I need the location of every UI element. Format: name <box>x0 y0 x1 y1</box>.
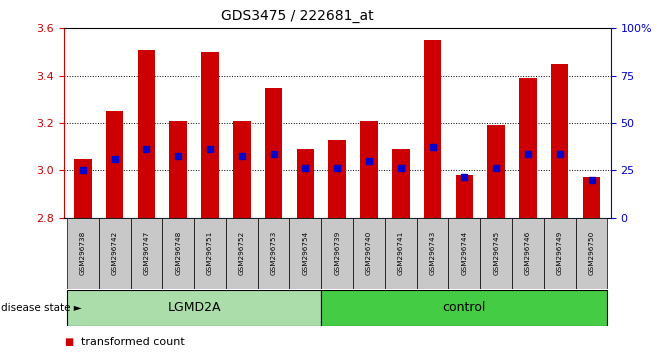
Bar <box>297 149 314 218</box>
Text: GSM296754: GSM296754 <box>303 231 309 275</box>
FancyBboxPatch shape <box>576 218 607 289</box>
FancyBboxPatch shape <box>321 290 607 326</box>
Bar <box>424 40 442 218</box>
Bar <box>328 139 346 218</box>
Text: GSM296742: GSM296742 <box>111 231 117 275</box>
Text: GSM296743: GSM296743 <box>429 231 435 275</box>
FancyBboxPatch shape <box>544 218 576 289</box>
Bar <box>170 121 187 218</box>
Text: GSM296745: GSM296745 <box>493 231 499 275</box>
Text: GSM296741: GSM296741 <box>398 231 404 275</box>
Bar <box>138 50 155 218</box>
FancyBboxPatch shape <box>99 218 131 289</box>
Bar <box>487 125 505 218</box>
Bar <box>519 78 537 218</box>
Text: transformed count: transformed count <box>81 337 185 347</box>
Text: GSM296749: GSM296749 <box>557 231 563 275</box>
Bar <box>392 149 409 218</box>
Bar <box>360 121 378 218</box>
Text: GSM296752: GSM296752 <box>239 231 245 275</box>
FancyBboxPatch shape <box>226 218 258 289</box>
Text: GSM296746: GSM296746 <box>525 231 531 275</box>
Text: GSM296750: GSM296750 <box>588 231 595 275</box>
Bar <box>233 121 250 218</box>
Text: GSM296748: GSM296748 <box>175 231 181 275</box>
Bar <box>201 52 219 218</box>
Text: disease state ►: disease state ► <box>1 303 82 313</box>
Bar <box>456 175 473 218</box>
Text: LGMD2A: LGMD2A <box>167 302 221 314</box>
FancyBboxPatch shape <box>131 218 162 289</box>
FancyBboxPatch shape <box>353 218 385 289</box>
Text: GDS3475 / 222681_at: GDS3475 / 222681_at <box>221 9 374 23</box>
FancyBboxPatch shape <box>289 218 321 289</box>
Text: ■: ■ <box>64 337 73 347</box>
FancyBboxPatch shape <box>448 218 480 289</box>
Bar <box>74 159 91 218</box>
Text: GSM296744: GSM296744 <box>462 231 468 275</box>
Text: GSM296740: GSM296740 <box>366 231 372 275</box>
FancyBboxPatch shape <box>321 218 353 289</box>
FancyBboxPatch shape <box>194 218 226 289</box>
Text: GSM296747: GSM296747 <box>144 231 150 275</box>
Bar <box>265 87 282 218</box>
Bar <box>583 177 601 218</box>
Text: GSM296753: GSM296753 <box>270 231 276 275</box>
FancyBboxPatch shape <box>385 218 417 289</box>
FancyBboxPatch shape <box>67 218 99 289</box>
Text: GSM296751: GSM296751 <box>207 231 213 275</box>
Text: control: control <box>443 302 486 314</box>
Text: GSM296739: GSM296739 <box>334 231 340 275</box>
Text: GSM296738: GSM296738 <box>80 231 86 275</box>
FancyBboxPatch shape <box>512 218 544 289</box>
FancyBboxPatch shape <box>258 218 289 289</box>
FancyBboxPatch shape <box>162 218 194 289</box>
FancyBboxPatch shape <box>480 218 512 289</box>
FancyBboxPatch shape <box>67 290 321 326</box>
FancyBboxPatch shape <box>417 218 448 289</box>
Bar <box>106 111 123 218</box>
Bar <box>551 64 568 218</box>
